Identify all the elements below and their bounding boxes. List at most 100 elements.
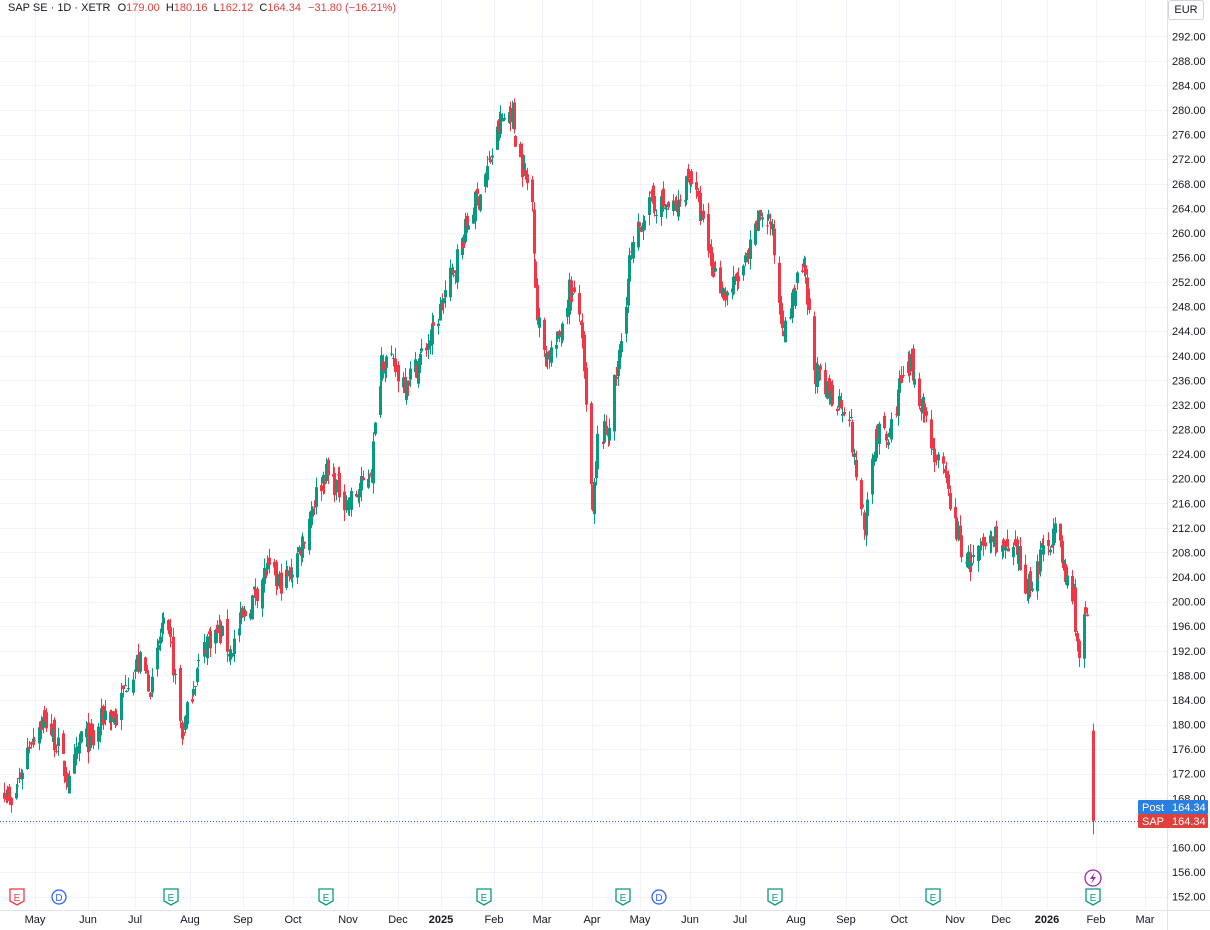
candle-body — [68, 775, 71, 794]
time-tick-label: Jun — [681, 914, 699, 926]
candle-body — [887, 442, 890, 446]
candle-body — [266, 562, 269, 570]
candle-body — [102, 705, 105, 725]
candle — [873, 451, 876, 466]
candle — [945, 461, 948, 484]
candle — [759, 209, 762, 221]
candle-body — [132, 679, 135, 693]
candle-body — [26, 747, 29, 770]
candle-body — [407, 380, 410, 386]
candle-body — [595, 461, 598, 479]
candle-body — [819, 365, 822, 370]
candle-body — [779, 295, 782, 315]
candle — [679, 194, 682, 207]
time-tick-label: Feb — [1087, 914, 1106, 926]
currency-button[interactable]: EUR — [1168, 0, 1204, 20]
candle — [1014, 530, 1017, 547]
price-axis[interactable]: 292.00 288.00 284.00 280.00 276.00 272.00 268.… — [1172, 31, 1206, 903]
candle — [912, 344, 915, 381]
candle — [127, 677, 130, 692]
candle-body — [404, 376, 407, 393]
candle-body — [57, 737, 60, 746]
candle — [754, 221, 757, 247]
candle-body — [156, 647, 159, 670]
candle — [90, 718, 93, 739]
candle-body — [437, 323, 440, 327]
candle-body — [268, 557, 271, 565]
candle-body — [1076, 633, 1079, 642]
earnings-marker[interactable]: E — [476, 888, 492, 906]
earnings-marker[interactable]: E — [163, 888, 179, 906]
candle-body — [204, 649, 207, 655]
candle-body — [159, 636, 162, 644]
legend-header: SAP SE · 1D · XETR O179.00 H180.16 L162.… — [8, 2, 396, 14]
candle-body — [722, 288, 725, 295]
candle-body — [816, 364, 819, 387]
candle-body — [63, 760, 66, 777]
earnings-marker[interactable]: E — [767, 888, 783, 906]
candle-body — [75, 747, 78, 760]
candle-body — [1024, 564, 1027, 594]
candle — [286, 566, 289, 583]
event-marker-letter: E — [1090, 893, 1097, 904]
candle — [742, 264, 745, 281]
candles[interactable] — [3, 98, 1095, 835]
candle — [501, 113, 504, 122]
candle — [1078, 638, 1081, 668]
dividend-marker[interactable]: D — [51, 889, 67, 905]
candle-body — [382, 361, 385, 371]
time-axis[interactable]: May Jun Jul Aug Sep Oct Nov Dec 2025 Feb Mar Apr May… — [25, 914, 1155, 926]
candle-body — [754, 223, 757, 245]
price-tick-label: 292.00 — [1172, 31, 1206, 43]
candle-body — [546, 352, 549, 360]
candle-body — [724, 291, 727, 301]
candle-body — [1066, 575, 1069, 586]
candle-body — [415, 365, 418, 378]
candle-body — [238, 628, 241, 636]
close-value: 164.34 — [267, 2, 301, 14]
candle-body — [732, 276, 735, 295]
candle — [43, 705, 46, 722]
earnings-marker[interactable]: E — [615, 888, 631, 906]
candle-body — [3, 792, 6, 799]
candle-body — [380, 355, 383, 381]
candle-body — [496, 126, 499, 150]
candle-body — [298, 547, 301, 553]
candle — [420, 338, 423, 354]
candle-body — [1036, 561, 1039, 592]
candle-body — [543, 319, 546, 350]
candle-body — [910, 355, 913, 371]
candle-body — [652, 185, 655, 204]
candle — [8, 784, 11, 806]
candle-body — [536, 284, 539, 321]
candle — [1027, 573, 1030, 604]
candle-body — [431, 323, 434, 345]
candle — [573, 280, 576, 294]
lightning-icon[interactable] — [1084, 869, 1102, 887]
candle-body — [643, 220, 646, 230]
candle-body — [402, 377, 405, 388]
candle-body — [432, 322, 435, 326]
candle — [345, 495, 348, 513]
candle — [536, 278, 539, 325]
earnings-marker[interactable]: E — [318, 888, 334, 906]
earnings-marker[interactable]: E — [925, 888, 941, 906]
candle-body — [1019, 545, 1022, 571]
candle — [355, 490, 358, 498]
earnings-marker[interactable]: E — [9, 888, 25, 906]
event-marker-letter: D — [55, 893, 62, 904]
candle-body — [769, 221, 772, 225]
earnings-marker[interactable]: E — [1085, 888, 1101, 906]
price-tag-value: 164.34 — [1172, 816, 1206, 828]
candle — [979, 538, 982, 561]
candle-body — [977, 545, 980, 562]
dividend-marker[interactable]: D — [651, 889, 667, 905]
candle — [1066, 566, 1069, 589]
candle — [278, 571, 281, 589]
candle — [930, 409, 933, 455]
candle-body — [18, 777, 21, 780]
candle-body — [949, 492, 952, 510]
candle — [1039, 540, 1042, 577]
